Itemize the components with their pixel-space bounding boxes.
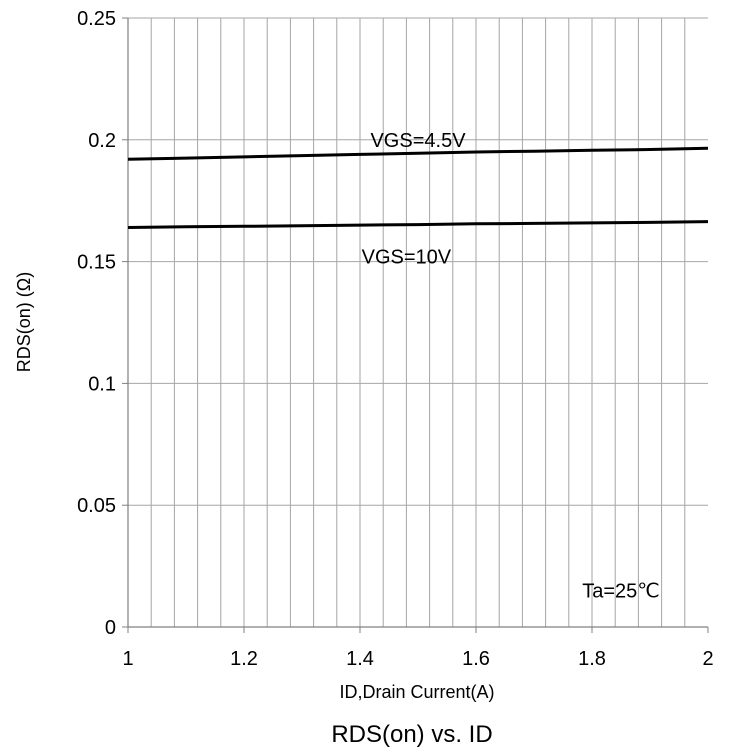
y-tick-label: 0.1	[88, 373, 116, 395]
grid	[128, 17, 708, 627]
y-tick-label: 0.05	[77, 495, 116, 517]
y-tick-label: 0.2	[88, 130, 116, 152]
labels: 0 0.05 0.1 0.15 0.2 0.25 1 1.2 1.4 1.6 1.8 2 VGS=4.5…	[77, 8, 714, 670]
x-tick-label: 1.4	[346, 648, 374, 670]
annotation-1: VGS=10V	[362, 247, 452, 269]
y-tick-label: 0.15	[77, 252, 116, 274]
x-axis-label: ID,Drain Current(A)	[339, 682, 494, 702]
chart-title: RDS(on) vs. ID	[331, 721, 492, 748]
x-tick-label: 1.6	[462, 648, 490, 670]
series	[127, 146, 709, 229]
y-tick-label: 0.25	[77, 8, 116, 30]
x-tick-label: 2	[702, 648, 713, 670]
x-tick-label: 1	[122, 648, 133, 670]
x-tick-label: 1.8	[578, 648, 606, 670]
axes	[122, 17, 709, 633]
annotation-2: Ta=25℃	[582, 580, 660, 602]
y-axis-label: RDS(on) (Ω)	[14, 272, 34, 372]
annotation-0: VGS=4.5V	[370, 130, 466, 152]
x-tick-label: 1.2	[230, 648, 258, 670]
y-tick-label: 0	[105, 617, 116, 639]
series-line-vgs-10v	[127, 220, 709, 229]
series-line-vgs-4-5v	[127, 146, 709, 161]
